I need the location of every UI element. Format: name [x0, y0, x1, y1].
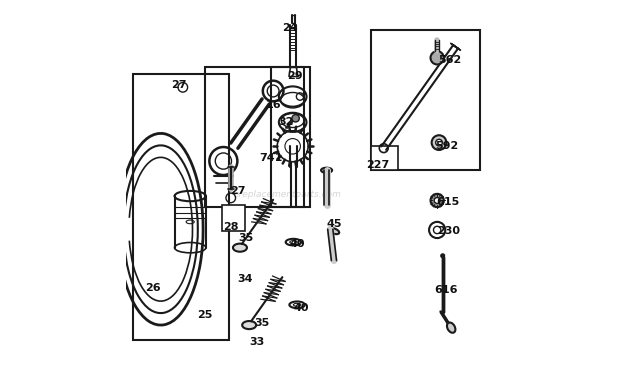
Ellipse shape	[233, 243, 247, 252]
Bar	[133, 74, 229, 340]
Ellipse shape	[329, 228, 339, 234]
Text: 615: 615	[436, 196, 460, 206]
Text: 616: 616	[435, 285, 458, 295]
Text: 35: 35	[254, 318, 270, 328]
Ellipse shape	[447, 323, 456, 333]
Text: 592: 592	[435, 141, 458, 151]
Text: 45: 45	[327, 219, 342, 229]
Text: 35: 35	[238, 233, 253, 243]
Text: 29: 29	[288, 71, 303, 81]
Bar	[371, 30, 479, 170]
Text: 40: 40	[293, 303, 309, 313]
Text: ereplacementparts.com: ereplacementparts.com	[234, 190, 342, 199]
Circle shape	[434, 198, 440, 204]
Bar	[371, 146, 399, 170]
Text: 25: 25	[197, 310, 213, 320]
Circle shape	[292, 115, 299, 122]
Ellipse shape	[321, 168, 332, 173]
Text: 32: 32	[278, 117, 294, 127]
Circle shape	[441, 254, 445, 258]
Circle shape	[436, 139, 442, 146]
Circle shape	[430, 51, 444, 64]
Circle shape	[430, 194, 444, 207]
Bar	[205, 67, 304, 207]
Text: 227: 227	[366, 160, 390, 170]
Text: 27: 27	[171, 81, 187, 91]
Text: 16: 16	[266, 100, 281, 110]
Text: 28: 28	[223, 222, 239, 232]
Text: 40: 40	[290, 239, 305, 249]
Bar	[272, 67, 310, 207]
Text: 24: 24	[282, 23, 298, 33]
Text: 26: 26	[146, 283, 161, 293]
Text: 27: 27	[231, 185, 246, 195]
Text: 741: 741	[260, 153, 283, 163]
Bar	[223, 205, 245, 231]
Text: 230: 230	[436, 226, 459, 236]
Text: 34: 34	[237, 274, 253, 284]
Text: 33: 33	[249, 337, 264, 347]
Circle shape	[432, 135, 446, 150]
Text: 562: 562	[438, 55, 462, 65]
Ellipse shape	[242, 321, 256, 329]
